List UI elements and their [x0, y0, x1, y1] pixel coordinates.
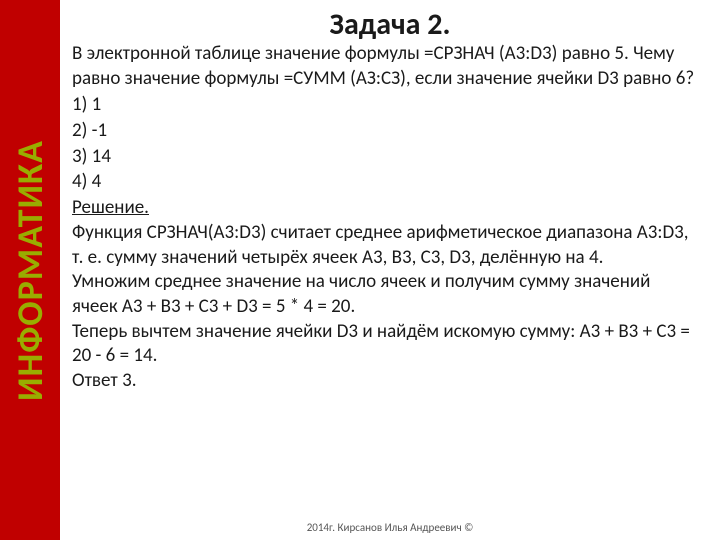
solution-para-2: Умножим среднее значение на число ячеек …: [72, 270, 700, 319]
problem-text: В электронной таблице значение формулы =…: [72, 42, 700, 91]
content-area: В электронной таблице значение формулы =…: [72, 42, 700, 394]
solution-para-3: Теперь вычтем значение ячейки D3 и найдё…: [72, 320, 700, 369]
options-list: 1) 1 2) -1 3) 14 4) 4: [72, 93, 700, 195]
footer-text: 2014г. Кирсанов Илья Андреевич ©: [60, 521, 720, 534]
option-2: 2) -1: [72, 119, 700, 144]
solution-block: Решение. Функция СРЗНАЧ(A3:D3) считает с…: [72, 196, 700, 394]
solution-label: Решение.: [72, 196, 149, 219]
option-3: 3) 14: [72, 145, 700, 170]
solution-answer: Ответ 3.: [72, 369, 700, 394]
solution-para-1: Функция СРЗНАЧ(A3:D3) считает среднее ар…: [72, 221, 700, 270]
sidebar: ИНФОРМАТИКА: [0, 0, 60, 540]
sidebar-label: ИНФОРМАТИКА: [8, 140, 52, 401]
option-4: 4) 4: [72, 170, 700, 195]
page-title: Задача 2.: [60, 6, 720, 43]
option-1: 1) 1: [72, 93, 700, 118]
